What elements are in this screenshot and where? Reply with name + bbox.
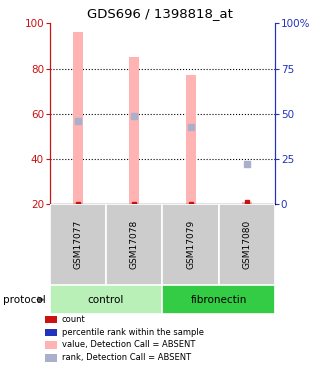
Text: protocol: protocol (3, 295, 46, 304)
Bar (129, 57, 139, 204)
Bar (106, 204, 163, 285)
Text: rank, Detection Call = ABSENT: rank, Detection Call = ABSENT (62, 353, 191, 362)
Text: fibronectin: fibronectin (191, 295, 247, 304)
Text: percentile rank within the sample: percentile rank within the sample (62, 328, 204, 337)
Bar (242, 202, 252, 204)
Text: GDS696 / 1398818_at: GDS696 / 1398818_at (87, 7, 233, 20)
Text: GSM17079: GSM17079 (186, 220, 195, 269)
Bar (163, 285, 275, 314)
Text: control: control (88, 295, 124, 304)
Text: GSM17077: GSM17077 (73, 220, 82, 269)
Bar (219, 204, 275, 285)
Text: GSM17080: GSM17080 (243, 220, 252, 269)
Bar (50, 285, 163, 314)
Bar (186, 75, 196, 204)
Text: count: count (62, 315, 85, 324)
Bar (73, 32, 83, 204)
Text: value, Detection Call = ABSENT: value, Detection Call = ABSENT (62, 340, 195, 350)
Bar (50, 204, 106, 285)
Bar (163, 204, 219, 285)
Text: GSM17078: GSM17078 (130, 220, 139, 269)
